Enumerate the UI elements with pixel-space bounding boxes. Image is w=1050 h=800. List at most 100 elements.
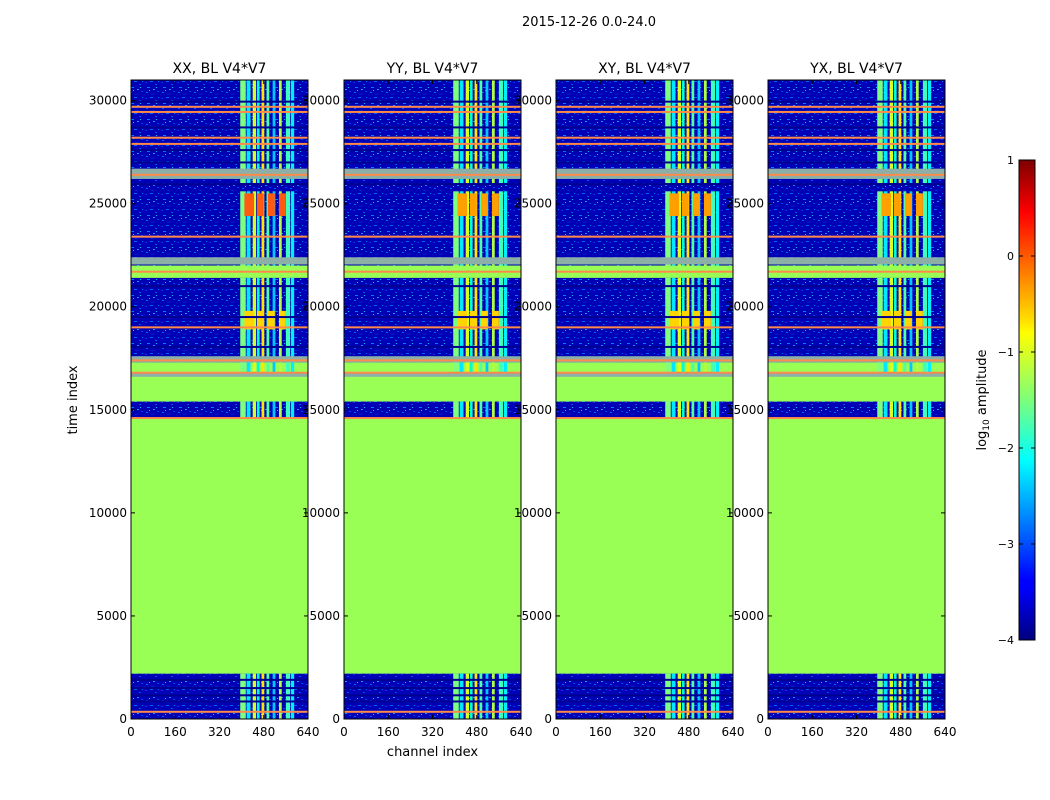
rfi-channel-band	[240, 191, 246, 266]
rfi-channel-band	[485, 401, 489, 419]
rfi-channel-band	[889, 277, 894, 373]
rfi-channel-band	[491, 401, 495, 419]
flag-line	[556, 710, 733, 713]
rfi-channel-band	[290, 80, 295, 184]
rfi-channel-band	[665, 401, 671, 419]
y-tick-label: 20000	[302, 300, 340, 314]
time-line	[556, 100, 733, 103]
colorbar-ticks: −4 −3 −2 −1 0 1	[998, 154, 1035, 647]
time-line	[131, 100, 308, 103]
x-tick-label: 320	[845, 725, 868, 739]
y-axis-label: time index	[66, 365, 81, 434]
rfi-channel-band	[898, 401, 902, 419]
colorbar-tick-label: 1	[1007, 154, 1014, 167]
rfi-channel-band	[893, 80, 897, 184]
time-line	[344, 687, 521, 690]
flag-line	[344, 417, 521, 420]
time-line	[556, 678, 733, 681]
rfi-channel-band	[252, 673, 257, 719]
figure-suptitle: 2015-12-26 0.0-24.0	[522, 15, 656, 30]
rfi-channel-band	[877, 673, 883, 719]
flagged-region	[131, 418, 308, 674]
rfi-channel-band	[922, 673, 928, 719]
x-tick-label: 480	[252, 725, 275, 739]
rfi-channel-band	[459, 191, 464, 266]
hot-spot	[457, 310, 468, 330]
heatmap-panel: XX, BL V4*V7 0 160 320 480 640 0 5000 10000 15000…	[89, 61, 320, 739]
rfi-channel-band	[710, 80, 716, 184]
y-tick-label: 30000	[726, 94, 764, 108]
rfi-channel-band	[290, 191, 295, 266]
rfi-channel-band	[893, 673, 897, 719]
flag-line	[344, 270, 521, 273]
rfi-channel-band	[465, 80, 470, 184]
rfi-channel-band	[474, 191, 478, 266]
time-line	[556, 285, 733, 288]
flag-line	[131, 270, 308, 273]
rfi-channel-band	[877, 401, 883, 419]
time-line	[556, 345, 733, 348]
flag-line	[768, 173, 945, 176]
rfi-channel-band	[681, 673, 685, 719]
flag-line	[344, 326, 521, 329]
hot-spot	[278, 310, 286, 330]
rfi-channel-band	[246, 80, 251, 184]
flag-line	[344, 359, 521, 362]
colorbar-label-sub: 10	[982, 419, 992, 431]
flag-line	[768, 417, 945, 420]
heatmap-panel: YY, BL V4*V7 0 160 320 480 640 0 5000 10000 15000…	[302, 61, 533, 760]
flag-line	[131, 371, 308, 374]
rfi-channel-band	[898, 80, 902, 184]
hot-spot	[480, 193, 488, 217]
flag-line	[131, 359, 308, 362]
flag-band	[768, 372, 945, 377]
rfi-channel-band	[903, 401, 907, 419]
rfi-channel-band	[715, 80, 720, 184]
rfi-channel-band	[710, 277, 716, 373]
time-line	[131, 161, 308, 164]
time-line	[344, 285, 521, 288]
rfi-channel-band	[240, 673, 246, 719]
rfi-channel-band	[469, 191, 473, 266]
rfi-channel-band	[272, 191, 276, 266]
y-tick-label: 10000	[726, 506, 764, 520]
hot-spot	[491, 193, 499, 217]
rfi-channel-band	[898, 673, 902, 719]
rfi-channel-band	[479, 80, 483, 184]
y-tick-label: 5000	[96, 609, 127, 623]
rfi-channel-band	[278, 191, 282, 266]
rfi-channel-band	[909, 80, 913, 184]
flag-band	[556, 356, 733, 363]
rfi-channel-band	[261, 191, 265, 266]
colorbar-tick-label: −3	[998, 538, 1014, 551]
rfi-channel-band	[893, 401, 897, 419]
rfi-channel-band	[710, 673, 716, 719]
y-tick-label: 25000	[302, 197, 340, 211]
rfi-channel-band	[261, 673, 265, 719]
time-line	[556, 316, 733, 319]
rfi-channel-band	[278, 80, 282, 184]
rfi-channel-band	[686, 673, 690, 719]
rfi-channel-band	[877, 277, 883, 373]
x-tick-label: 480	[677, 725, 700, 739]
x-tick-label: 0	[127, 725, 135, 739]
rfi-channel-band	[252, 80, 257, 184]
rfi-channel-band	[246, 401, 251, 419]
y-tick-label: 15000	[302, 403, 340, 417]
hot-spot	[669, 193, 680, 217]
flag-line	[556, 173, 733, 176]
rfi-channel-band	[909, 401, 913, 419]
x-tick-label: 160	[164, 725, 187, 739]
rfi-channel-band	[703, 401, 707, 419]
rfi-channel-band	[290, 673, 295, 719]
rfi-channel-band	[491, 673, 495, 719]
y-tick-label: 25000	[514, 197, 552, 211]
flag-line	[131, 105, 308, 108]
hot-spot	[244, 193, 255, 217]
hot-spot	[256, 310, 264, 330]
rfi-channel-band	[252, 401, 257, 419]
hot-spot	[904, 310, 912, 330]
rfi-channel-band	[272, 673, 276, 719]
flag-line	[556, 371, 733, 374]
x-tick-label: 0	[340, 725, 348, 739]
